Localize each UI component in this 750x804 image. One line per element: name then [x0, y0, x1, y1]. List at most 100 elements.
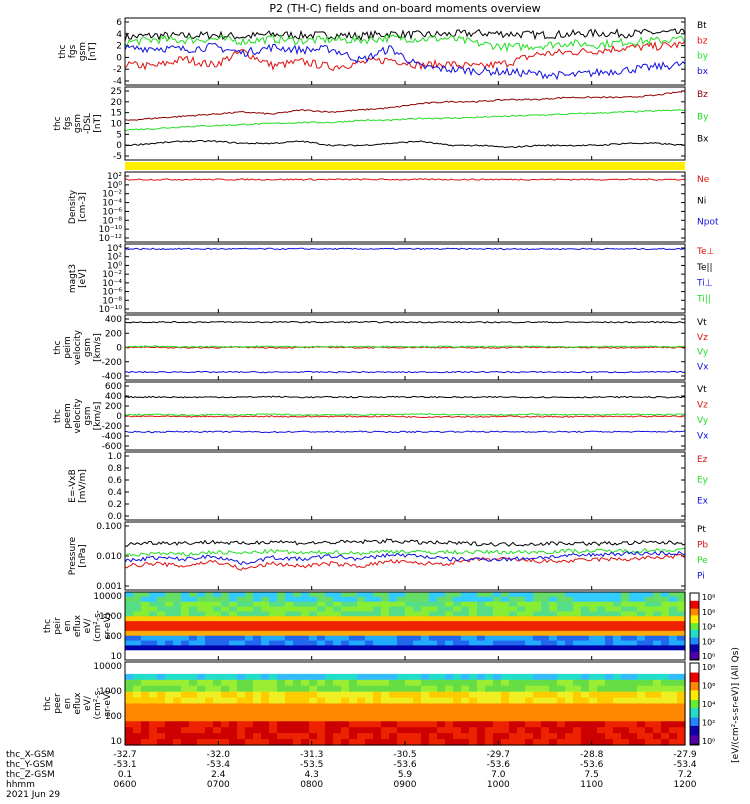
colorbar-cell [690, 608, 699, 611]
heatmap-cell [629, 611, 638, 617]
heatmap-cell [581, 733, 590, 740]
heatmap-cell [365, 606, 374, 613]
xaxis-value-2-5: 7.5 [585, 770, 599, 780]
heatmap-cell [397, 715, 406, 722]
frame-density [124, 171, 686, 243]
colorbar-cell [690, 719, 699, 721]
heatmap-cell [357, 685, 366, 693]
heatmap-cell [501, 697, 510, 705]
heatmap-cell [293, 626, 302, 632]
heatmap-cell [213, 596, 222, 603]
heatmap-cell [541, 727, 550, 734]
heatmap-cell [597, 645, 606, 651]
heatmap-cell [301, 611, 310, 617]
heatmap-cell [485, 709, 494, 716]
colorbar-cell [690, 649, 699, 652]
xaxis-value-1-6: -53.4 [673, 760, 697, 770]
heatmap-cell [389, 650, 398, 656]
heatmap-cell [469, 673, 478, 681]
heatmap-cell [453, 697, 462, 705]
heatmap-cell [413, 592, 422, 598]
heatmap-cell [485, 596, 494, 603]
heatmap-cell [301, 655, 310, 661]
heatmap-cell [333, 655, 342, 661]
heatmap-cell [637, 739, 646, 746]
heatmap-cell [309, 601, 318, 608]
heatmap-cell [661, 645, 670, 651]
heatmap-cell [517, 640, 526, 647]
heatmap-cell [541, 611, 550, 617]
heatmap-cell [605, 630, 614, 637]
heatmap-cell [277, 691, 286, 699]
heatmap-cell [293, 650, 302, 656]
heatmap-cell [229, 621, 238, 627]
heatmap-cell [373, 709, 382, 716]
heatmap-cell [309, 691, 318, 699]
heatmap-cell [485, 721, 494, 728]
heatmap-cell [557, 616, 566, 622]
heatmap-cell [597, 596, 606, 603]
heatmap-cell [597, 691, 606, 699]
heatmap-cell [277, 606, 286, 613]
heatmap-cell [389, 606, 398, 613]
heatmap-cell [573, 611, 582, 617]
heatmap-cell [589, 655, 598, 661]
heatmap-cell [509, 650, 518, 656]
heatmap-cell [309, 640, 318, 647]
ylabel-peim-vel-0: thc [53, 340, 63, 354]
heatmap-cell [357, 709, 366, 716]
heatmap-cell [661, 721, 670, 728]
colorbar-cell [690, 686, 699, 689]
heatmap-cell [469, 635, 478, 642]
heatmap-cell [589, 596, 598, 603]
heatmap-cell [413, 709, 422, 716]
heatmap-cell [133, 715, 142, 722]
heatmap-cell [125, 596, 134, 603]
heatmap-cell [157, 655, 166, 661]
heatmap-cell [205, 606, 214, 613]
heatmap-cell [413, 733, 422, 740]
colorbar-cell [690, 708, 699, 710]
heatmap-cell [581, 645, 590, 651]
heatmap-cell [669, 733, 678, 740]
heatmap-cell [653, 662, 662, 669]
heatmap-cell [581, 667, 590, 675]
heatmap-cell [309, 606, 318, 613]
heatmap-cell [525, 733, 534, 740]
ylabel-peir-6: sr-eV) [103, 613, 113, 639]
heatmap-cell [437, 596, 446, 603]
heatmap-cell [149, 616, 158, 622]
heatmap-cell [669, 616, 678, 622]
heatmap-cell [285, 691, 294, 699]
heatmap-cell [293, 592, 302, 598]
heatmap-cell [485, 673, 494, 681]
heatmap-cell [469, 667, 478, 675]
heatmap-cell [197, 596, 206, 603]
heatmap-cell [389, 703, 398, 711]
heatmap-cell [517, 650, 526, 656]
heatmap-cell [285, 727, 294, 734]
heatmap-cell [669, 611, 678, 617]
heatmap-cell [341, 679, 350, 687]
heatmap-cell [581, 679, 590, 687]
heatmap-cell [173, 667, 182, 675]
heatmap-cell [597, 621, 606, 627]
heatmap-cell [149, 703, 158, 711]
heatmap-cell [621, 662, 630, 669]
heatmap-cell [557, 739, 566, 746]
heatmap-cell [365, 616, 374, 622]
heatmap-cell [165, 626, 174, 632]
heatmap-cell [309, 616, 318, 622]
heatmap-cell [413, 606, 422, 613]
heatmap-cell [669, 727, 678, 734]
heatmap-cell [157, 621, 166, 627]
heatmap-cell [613, 691, 622, 699]
heatmap-cell [525, 673, 534, 681]
heatmap-cell [341, 601, 350, 608]
colorbar-cell [690, 622, 699, 624]
heatmap-cell [373, 662, 382, 669]
heatmap-cell [173, 601, 182, 608]
heatmap-cell [413, 685, 422, 693]
heatmap-cell [605, 673, 614, 681]
heatmap-cell [549, 739, 558, 746]
